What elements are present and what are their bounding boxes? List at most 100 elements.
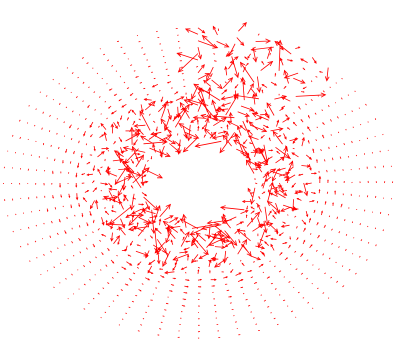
quiver-arrow	[132, 197, 137, 200]
quiver-arrow	[228, 295, 233, 298]
quiver-arrow	[186, 254, 190, 261]
quiver-arrow	[150, 156, 153, 160]
quiver-arrow	[201, 34, 217, 49]
quiver-arrow	[85, 234, 87, 237]
quiver-arrow	[75, 96, 78, 99]
quiver-arrow	[282, 242, 288, 245]
quiver-arrow	[321, 210, 323, 216]
quiver-arrow	[287, 59, 294, 62]
quiver-arrow	[228, 111, 233, 124]
quiver-arrow	[230, 269, 234, 273]
quiver-arrow	[134, 152, 141, 156]
quiver-arrow	[43, 222, 45, 225]
quiver-arrow	[135, 250, 149, 257]
quiver-arrow	[233, 90, 237, 101]
quiver-arrow	[268, 149, 274, 152]
quiver-arrow	[293, 77, 306, 84]
quiver-arrow	[294, 215, 297, 218]
quiver-arrow	[54, 207, 57, 210]
quiver-arrow	[144, 254, 148, 257]
quiver-arrow	[65, 148, 68, 154]
quiver-arrow	[78, 237, 81, 242]
quiver-arrow	[224, 242, 232, 248]
quiver-arrow	[191, 254, 199, 264]
quiver-arrow	[338, 246, 340, 248]
quiver-arrow	[280, 224, 290, 228]
quiver-arrow	[296, 197, 302, 201]
quiver-arrow	[91, 180, 95, 184]
quiver-arrow	[180, 231, 190, 247]
quiver-arrow	[141, 283, 144, 285]
quiver-arrow	[345, 248, 347, 252]
quiver-arrow	[365, 103, 367, 106]
quiver-arrow	[186, 124, 192, 142]
quiver-arrow	[235, 272, 242, 276]
quiver-arrow	[275, 156, 285, 164]
quiver-arrow	[77, 162, 80, 169]
quiver-arrow	[189, 228, 205, 236]
quiver-arrow	[237, 279, 244, 282]
quiver-arrow	[12, 134, 14, 137]
quiver-arrow	[113, 122, 118, 130]
quiver-arrow	[152, 143, 156, 153]
quiver-arrow	[317, 95, 319, 97]
quiver-arrow	[144, 100, 156, 111]
quiver-arrow	[73, 150, 75, 155]
quiver-arrow	[312, 264, 314, 266]
quiver-arrow	[132, 120, 136, 126]
quiver-arrow	[245, 214, 248, 218]
quiver-arrow	[337, 131, 340, 134]
quiver-arrow	[97, 168, 102, 176]
quiver-arrow	[278, 270, 282, 273]
quiver-arrow	[285, 114, 289, 119]
quiver-arrow	[120, 147, 124, 155]
quiver-arrow	[276, 167, 286, 172]
quiver-arrow	[131, 227, 137, 232]
quiver-arrow	[230, 240, 235, 249]
quiver-arrow	[247, 53, 251, 59]
quiver-arrow	[123, 194, 129, 202]
quiver-arrow	[83, 265, 86, 268]
quiver-arrow	[278, 232, 284, 236]
quiver-arrow	[230, 134, 239, 139]
quiver-arrow	[178, 123, 192, 132]
quiver-arrow	[145, 201, 150, 211]
quiver-arrow	[281, 189, 288, 192]
quiver-arrow	[323, 159, 326, 162]
quiver-arrow	[142, 207, 146, 214]
quiver-arrow	[111, 64, 114, 67]
quiver-arrow	[96, 72, 99, 75]
quiver-arrow	[260, 60, 274, 71]
quiver-arrow	[98, 125, 100, 128]
quiver-arrow	[308, 217, 311, 223]
quiver-arrow	[191, 239, 199, 249]
quiver-arrow	[81, 173, 86, 176]
quiver-arrow	[311, 80, 313, 83]
quiver-arrow	[359, 223, 361, 226]
quiver-arrow	[322, 122, 325, 125]
quiver-arrow	[184, 285, 189, 288]
quiver-arrow	[336, 216, 338, 220]
quiver-arrow	[92, 297, 95, 300]
quiver-arrow	[56, 118, 58, 120]
quiver-arrow	[335, 82, 337, 84]
quiver-arrow	[285, 145, 288, 152]
quiver-arrow	[165, 137, 176, 145]
quiver-arrow	[177, 53, 199, 73]
quiver-arrow	[312, 148, 315, 154]
quiver-arrow	[43, 253, 45, 256]
quiver-arrow	[82, 197, 88, 203]
quiver-arrow	[110, 210, 117, 213]
quiver-arrow	[77, 127, 79, 130]
quiver-arrow	[40, 273, 42, 276]
quiver-arrow	[65, 106, 68, 109]
quiver-arrow	[126, 87, 130, 89]
quiver-arrow	[143, 53, 146, 55]
quiver-arrow	[72, 110, 74, 113]
quiver-arrow	[69, 161, 72, 164]
quiver-arrow	[121, 266, 127, 270]
quiver-arrow	[351, 140, 353, 144]
quiver-arrow	[104, 100, 107, 103]
quiver-arrow	[196, 66, 199, 68]
quiver-arrow	[379, 150, 381, 153]
